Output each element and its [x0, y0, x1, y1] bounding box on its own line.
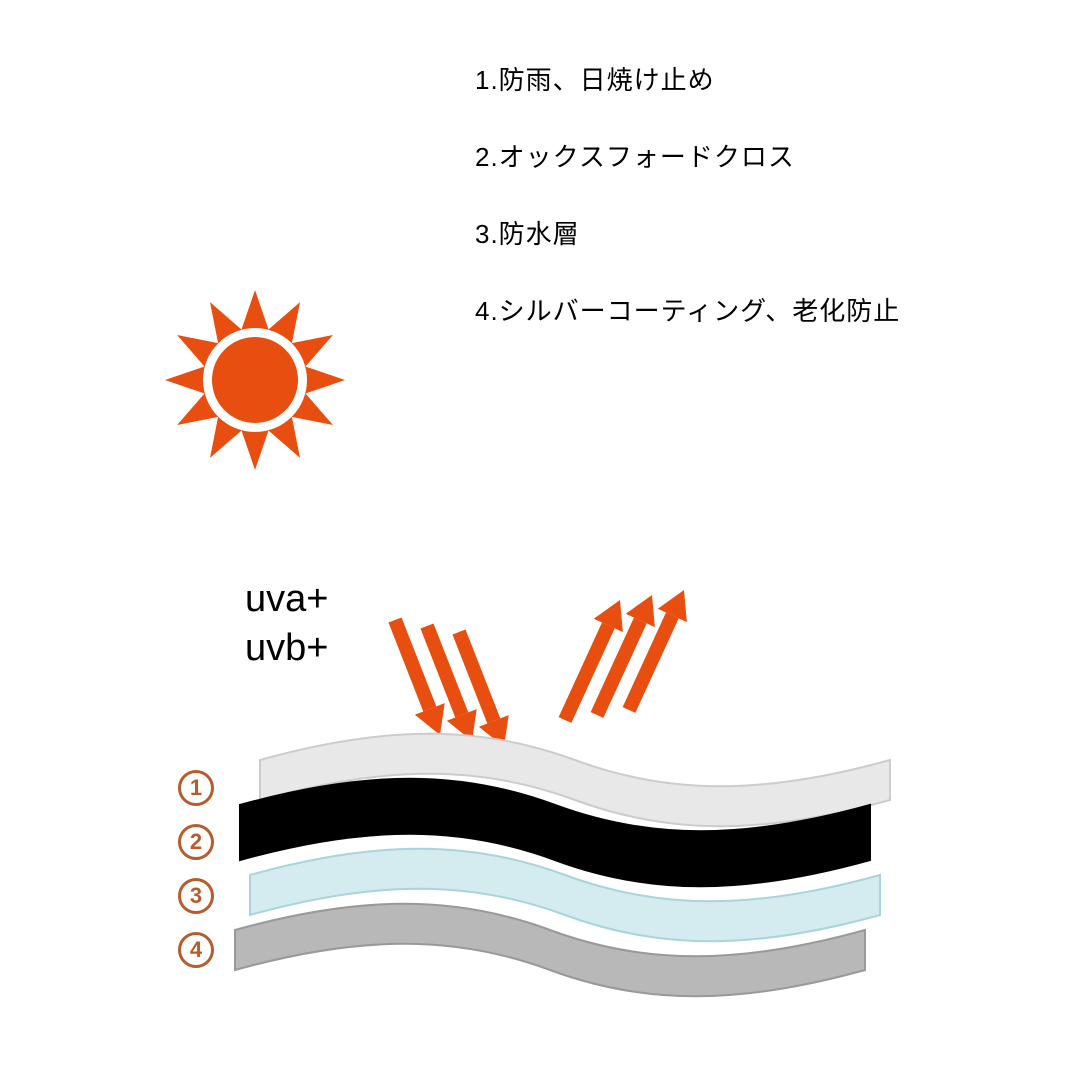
sun-icon	[155, 280, 355, 485]
layer-diagram: uva+ uvb+ 1 2 3 4	[100, 575, 900, 1025]
layer-marker-1: 1	[178, 770, 214, 806]
feature-item-3: 3.防水層	[475, 214, 900, 251]
uva-label: uva+	[245, 575, 328, 624]
material-layers	[220, 720, 920, 1045]
feature-item-1: 1.防雨、日焼け止め	[475, 60, 900, 97]
layer-markers: 1 2 3 4	[178, 770, 214, 986]
layer-marker-4: 4	[178, 932, 214, 968]
layer-marker-2: 2	[178, 824, 214, 860]
uvb-label: uvb+	[245, 624, 328, 673]
layer-marker-3: 3	[178, 878, 214, 914]
uv-labels: uva+ uvb+	[245, 575, 328, 674]
feature-item-4: 4.シルバーコーティング、老化防止	[475, 291, 900, 328]
arrows-up-icon	[545, 560, 715, 745]
feature-item-2: 2.オックスフォードクロス	[475, 137, 900, 174]
feature-list: 1.防雨、日焼け止め 2.オックスフォードクロス 3.防水層 4.シルバーコーテ…	[475, 60, 900, 368]
